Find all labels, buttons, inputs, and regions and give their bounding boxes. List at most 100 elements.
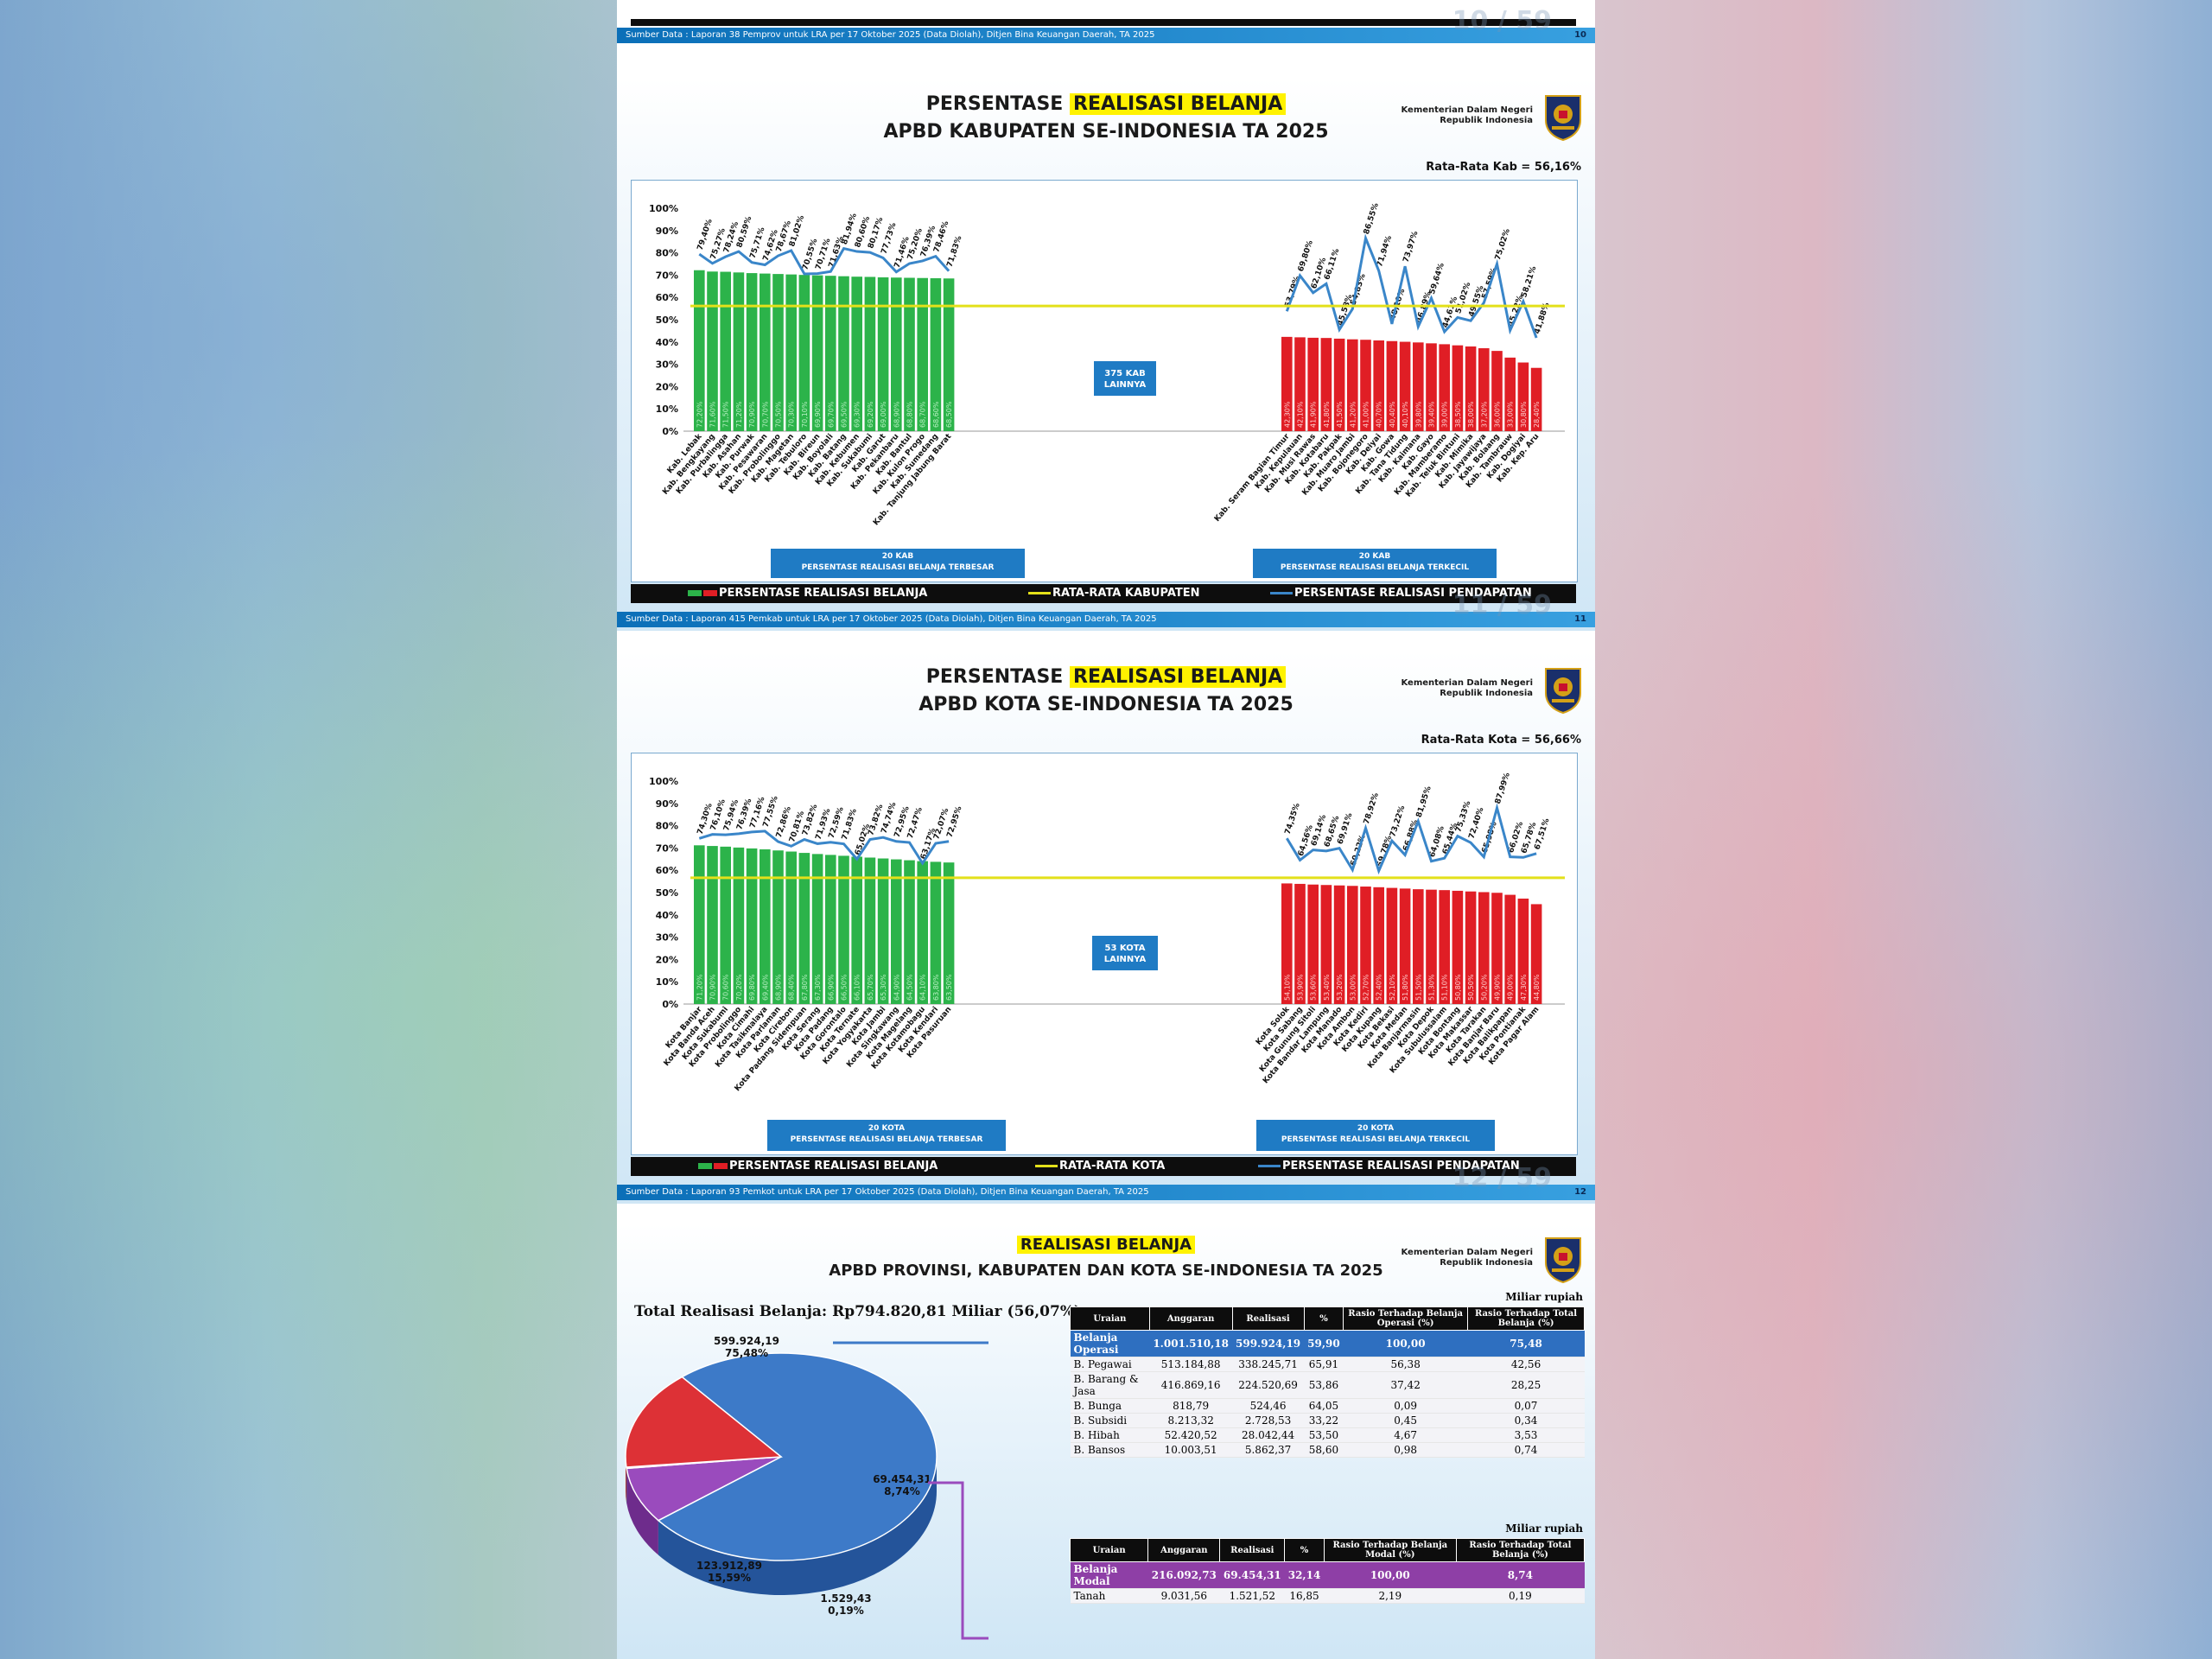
bar-value-label: 69,80%	[748, 974, 756, 1001]
bar	[772, 850, 784, 1004]
y-tick-label: 40%	[656, 910, 678, 921]
average-label: Rata-Rata Kota = 56,66%	[1421, 734, 1581, 747]
y-tick-label: 70%	[656, 842, 678, 854]
bar	[746, 273, 758, 431]
table-row: B. Hibah 52.420,52 28.042,44 53,50 4,67 3,53	[1070, 1427, 1585, 1443]
slide-11: PERSENTASE REALISASI BELANJA APBD KABUPA…	[617, 78, 1595, 631]
legend-red-swatch	[703, 590, 717, 596]
top-group-box: 20 KOTA PERSENTASE REALISASI BELANJA TERB…	[767, 1120, 1006, 1151]
legend-line-swatch	[1270, 592, 1293, 594]
y-tick-label: 20%	[656, 954, 678, 965]
pendapatan-value-label: 71,94%	[1376, 235, 1394, 269]
pie-slice-side	[658, 1457, 937, 1595]
table-cell: B. Subsidi	[1070, 1413, 1150, 1428]
bar-value-label: 40,10%	[1402, 401, 1409, 428]
bottom-group-box: 20 KAB PERSENTASE REALISASI BELANJA TERKE…	[1253, 549, 1497, 578]
top-box-line-1: 20 KAB	[881, 552, 914, 561]
pendapatan-value-label: 78,92%	[1363, 792, 1381, 826]
bar-value-label: 64,10%	[919, 974, 927, 1001]
legend-line-label: PERSENTASE REALISASI PENDAPATAN	[1294, 587, 1532, 600]
bar	[1491, 351, 1503, 431]
bar	[917, 861, 928, 1004]
bar	[720, 846, 731, 1004]
bar	[1426, 343, 1437, 431]
table-row: B. Subsidi 8.213,32 2.728,53 33,22 0,45 0,34	[1070, 1413, 1585, 1428]
pendapatan-value-label: 79,40%	[696, 218, 715, 251]
table-header-cell: Rasio Terhadap Belanja Operasi (%)	[1343, 1306, 1469, 1331]
bar	[1504, 357, 1516, 431]
table-header-cell: %	[1303, 1306, 1344, 1331]
bar	[904, 860, 915, 1004]
bar	[1478, 892, 1490, 1004]
legend-line-item: PERSENTASE REALISASI PENDAPATAN	[1258, 1157, 1520, 1176]
bar	[1333, 338, 1345, 431]
bar-value-label: 71,60%	[709, 401, 717, 428]
source-text: Sumber Data : Laporan 38 Pemprov untuk L…	[626, 30, 1155, 40]
bar-value-label: 63,80%	[932, 974, 940, 1001]
bar-value-label: 47,30%	[1520, 974, 1528, 1001]
table-cell: 4,67	[1343, 1427, 1468, 1443]
table-cell: 524,46	[1232, 1398, 1305, 1414]
table-cell: 513.184,88	[1149, 1357, 1232, 1372]
table-cell: 224.520,69	[1232, 1371, 1305, 1399]
bar-value-label: 66,50%	[841, 974, 849, 1001]
bar	[851, 276, 862, 431]
y-tick-label: 80%	[656, 248, 678, 259]
table-cell: Tanah	[1070, 1588, 1148, 1604]
top-box-line-2: PERSENTASE REALISASI BELANJA TERBESAR	[801, 563, 995, 572]
bar	[1281, 336, 1293, 431]
table-cell: 100,00	[1324, 1561, 1457, 1589]
table-cell: 75,48	[1467, 1330, 1585, 1357]
pie-value-label: 599.924,19	[714, 1335, 779, 1347]
bar-value-label: 52,10%	[1389, 974, 1396, 1001]
legend-line-label: PERSENTASE REALISASI PENDAPATAN	[1282, 1160, 1520, 1173]
bar	[746, 848, 758, 1004]
chart-legend: PERSENTASE REALISASI BELANJA RATA-RATA K…	[631, 1157, 1576, 1176]
y-tick-label: 20%	[656, 381, 678, 392]
y-tick-label: 10%	[656, 404, 678, 415]
bar-value-label: 36,00%	[1494, 401, 1502, 428]
table-cell: 28,25	[1467, 1371, 1585, 1399]
bar	[1320, 338, 1332, 431]
bar	[1373, 887, 1384, 1004]
bar	[707, 846, 718, 1004]
table-cell: 0,34	[1467, 1413, 1585, 1428]
bar	[1491, 893, 1503, 1004]
legend-avg-label: RATA-RATA KABUPATEN	[1052, 587, 1200, 600]
page-number: 12	[1574, 1187, 1586, 1197]
garuda-logo	[1545, 95, 1581, 142]
garuda-logo	[1545, 668, 1581, 715]
bar-value-label: 65,30%	[880, 974, 887, 1001]
bar-value-label: 40,40%	[1389, 401, 1396, 428]
pendapatan-value-label: 67,51%	[1533, 817, 1551, 851]
y-tick-label: 50%	[656, 315, 678, 326]
page-watermark: 11 / 59	[1452, 590, 1552, 620]
bar-value-label: 64,90%	[893, 974, 900, 1001]
title-highlight: REALISASI BELANJA	[1016, 1236, 1196, 1254]
table-row: Belanja Operasi 1.001.510,18 599.924,19 59,…	[1070, 1330, 1585, 1357]
y-tick-label: 50%	[656, 887, 678, 899]
bar	[917, 277, 928, 431]
bar	[1281, 883, 1293, 1004]
bar-value-label: 66,10%	[854, 974, 861, 1001]
bar	[864, 857, 876, 1004]
table-cell: 338.245,71	[1232, 1357, 1305, 1372]
bar-value-label: 68,90%	[893, 401, 900, 428]
bar	[1504, 894, 1516, 1004]
pendapatan-line	[698, 246, 950, 276]
title-highlight: REALISASI BELANJA	[1070, 93, 1287, 115]
document-viewer[interactable]: Sumber Data : Laporan 38 Pemprov untuk L…	[617, 0, 1595, 1659]
table-cell: 216.092,73	[1147, 1561, 1220, 1589]
bar	[1478, 348, 1490, 431]
average-label: Rata-Rata Kab = 56,16%	[1426, 161, 1581, 174]
slide-10-source-bar: Sumber Data : Laporan 38 Pemprov untuk L…	[617, 9, 1595, 43]
bar-value-label: 54,10%	[1283, 974, 1291, 1001]
legend-green-swatch	[688, 590, 702, 596]
bar-value-label: 70,90%	[748, 401, 756, 428]
source-text: Sumber Data : Laporan 415 Pemkab untuk L…	[626, 614, 1157, 624]
slide-title: PERSENTASE REALISASI BELANJA	[617, 93, 1595, 115]
bar-value-label: 51,30%	[1428, 974, 1436, 1001]
bar	[1307, 884, 1319, 1004]
arrow-modal	[928, 1481, 988, 1640]
pie-value-label: 123.912,89	[696, 1560, 762, 1572]
